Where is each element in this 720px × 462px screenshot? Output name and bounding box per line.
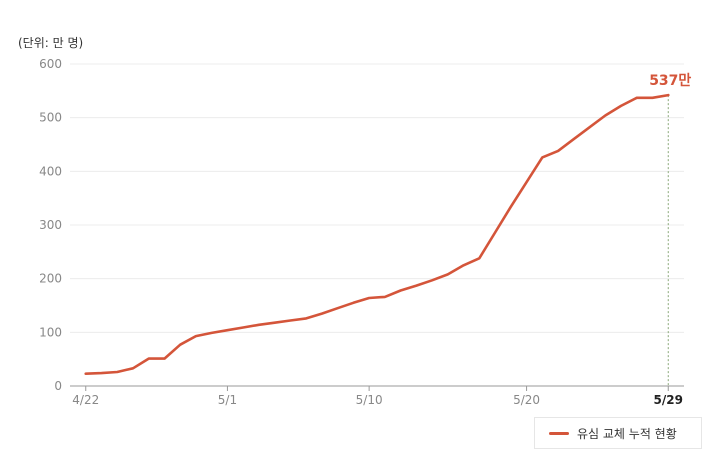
- y-tick-label-200: 200: [39, 272, 62, 286]
- legend-swatch: [549, 431, 569, 435]
- y-tick-label-600: 600: [39, 57, 62, 71]
- y-axis-ticks: 0 100 200 300 400 500 600: [39, 57, 62, 393]
- x-axis-ticks: 4/22 5/1 5/10 5/20 5/29: [72, 386, 683, 407]
- y-tick-label-100: 100: [39, 325, 62, 339]
- y-axis-unit-label: (단위: 만 명): [18, 36, 84, 50]
- series-line-0: [84, 93, 670, 376]
- x-tick-label-2: 5/10: [356, 393, 383, 407]
- legend[interactable]: 유심 교체 누적 현황: [534, 417, 702, 449]
- y-tick-label-0: 0: [54, 379, 62, 393]
- end-value-label: 537만: [649, 73, 691, 89]
- series-lines: [84, 93, 670, 376]
- gridlines: [70, 63, 684, 387]
- x-tick-label-0: 4/22: [72, 393, 99, 407]
- y-tick-label-300: 300: [39, 218, 62, 232]
- legend-label: 유심 교체 누적 현황: [577, 426, 677, 441]
- y-tick-label-400: 400: [39, 164, 62, 178]
- x-tick-label-3: 5/20: [513, 393, 540, 407]
- x-tick-label-1: 5/1: [218, 393, 237, 407]
- x-tick-label-4: 5/29: [654, 393, 683, 407]
- annotations: 537만: [649, 73, 691, 89]
- y-tick-label-500: 500: [39, 111, 62, 125]
